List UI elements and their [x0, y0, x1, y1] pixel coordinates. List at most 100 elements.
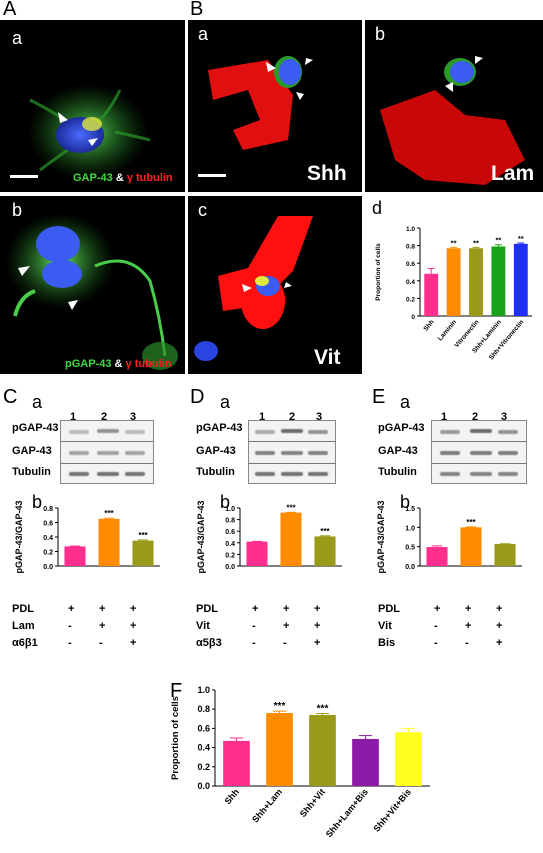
subpanel-label-b-c: c	[198, 200, 207, 220]
condition-label: α6β1	[12, 637, 38, 649]
bar	[98, 518, 120, 566]
bar	[64, 546, 86, 566]
blot-band	[125, 451, 145, 455]
micrograph-b-a-label: Shh	[307, 162, 347, 185]
y-tick-label: 0.0	[405, 564, 415, 571]
subpanel-label-c-a: a	[32, 392, 43, 412]
condition-value: +	[314, 620, 321, 632]
condition-value: +	[252, 603, 259, 615]
y-tick-label: 0.6	[43, 521, 53, 528]
blot-band	[255, 430, 275, 434]
caption-ampersand: &	[115, 172, 124, 184]
micrograph-b-b-label: Lam	[491, 162, 535, 185]
blot-band	[255, 451, 275, 455]
panel-letter-e: E	[372, 386, 386, 408]
y-tick-label: 0.4	[406, 279, 415, 286]
subpanel-label-c-b: b	[32, 492, 43, 512]
blot-band	[125, 430, 145, 434]
bar	[132, 540, 154, 566]
y-tick-label: 0.6	[197, 723, 210, 733]
y-tick-label: 1.0	[197, 685, 210, 695]
subpanel-label-b-b: b	[375, 24, 386, 44]
condition-value: -	[252, 637, 256, 649]
caption-ampersand: &	[114, 358, 123, 370]
blot-divider	[249, 463, 335, 464]
y-tick-label: 0.2	[406, 296, 415, 303]
blot-band	[125, 472, 145, 476]
micrograph-b-c-image	[194, 216, 313, 361]
condition-table-c: PDL + + + Lam - + + α6β1 - - +	[12, 603, 172, 655]
blot-band	[498, 472, 518, 476]
x-tick-label: Shh+Lam+Bis	[324, 787, 370, 839]
bar	[223, 740, 250, 786]
x-tick-label: Laminin	[437, 319, 458, 343]
blot-row-label: Tubulin	[196, 466, 235, 478]
condition-label: Vit	[378, 620, 392, 632]
caption-green-stain: pGAP-43	[65, 358, 112, 370]
blot-row-label: pGAP-43	[196, 422, 243, 434]
condition-value: -	[283, 637, 287, 649]
condition-value: +	[283, 620, 290, 632]
y-tick-label: 0.8	[197, 704, 210, 714]
blot-row-label: pGAP-43	[12, 422, 59, 434]
significance-marker: **	[473, 238, 479, 247]
y-tick-label: 0.0	[43, 564, 53, 571]
y-tick-label: 0	[411, 314, 415, 321]
chart-b-d: 0 0.2 0.4 0.6 0.8 1.0 Proportion of cells Shh **…	[375, 226, 532, 362]
blot-band	[440, 472, 460, 476]
condition-value: +	[99, 603, 106, 615]
bar	[266, 713, 293, 786]
y-axis-label: Proportion of cells	[170, 696, 181, 780]
bar	[280, 512, 302, 566]
blot-band	[97, 472, 119, 476]
significance-marker: **	[451, 238, 457, 247]
subpanel-label-e-b: b	[400, 492, 411, 512]
significance-marker: ***	[466, 518, 476, 527]
bar	[424, 273, 439, 316]
y-tick-label: 0.8	[225, 518, 235, 525]
bar	[491, 246, 506, 316]
panel-letter-d: D	[190, 386, 205, 408]
y-tick-label: 0.0	[197, 781, 210, 791]
y-axis-label: pGAP-43/GAP-43	[196, 500, 206, 573]
panel-letter-a: A	[3, 0, 17, 20]
bar	[460, 527, 482, 566]
significance-marker: ***	[317, 704, 329, 715]
subpanel-label-b-d: d	[372, 198, 383, 218]
lane-label: 3	[501, 411, 508, 423]
x-tick-label: Shh	[422, 319, 435, 333]
condition-label: Vit	[196, 620, 210, 632]
caption-green-stain: GAP-43	[73, 172, 113, 184]
blot-band	[470, 451, 492, 455]
blot-band	[69, 430, 89, 434]
condition-value: +	[130, 603, 137, 615]
bar	[426, 547, 448, 566]
significance-marker: ***	[286, 503, 296, 512]
western-blot-c	[60, 420, 154, 484]
blot-divider	[432, 463, 526, 464]
condition-value: +	[496, 603, 503, 615]
subpanel-label-a-b: b	[12, 200, 23, 220]
blot-row-label: GAP-43	[196, 445, 236, 457]
y-tick-label: 0.2	[225, 552, 235, 559]
blot-band	[308, 430, 328, 434]
micrograph-b-c-label: Vit	[314, 346, 341, 369]
condition-label: Bis	[378, 637, 396, 649]
micrograph-a-b: b pGAP-43 & γ tubulin	[0, 196, 185, 374]
y-tick-label: 0.8	[43, 506, 53, 513]
blot-band	[97, 429, 119, 433]
blot-band	[69, 451, 89, 455]
blot-band	[281, 472, 303, 476]
bar	[309, 714, 336, 786]
y-tick-label: 0.4	[197, 743, 210, 753]
condition-label: PDL	[12, 603, 34, 615]
condition-value: -	[434, 637, 438, 649]
significance-marker: **	[518, 234, 524, 243]
chart-c-b: 0.0 0.2 0.4 0.6 0.8 pGAP-43/GAP-43 *** ***	[14, 500, 160, 574]
condition-value: +	[130, 620, 137, 632]
condition-value: -	[99, 637, 103, 649]
condition-value: +	[283, 603, 290, 615]
panel-letter-c: C	[3, 386, 18, 408]
micrograph-a-a-caption: GAP-43 & γ tubulin	[73, 172, 173, 184]
condition-value: +	[130, 637, 137, 649]
